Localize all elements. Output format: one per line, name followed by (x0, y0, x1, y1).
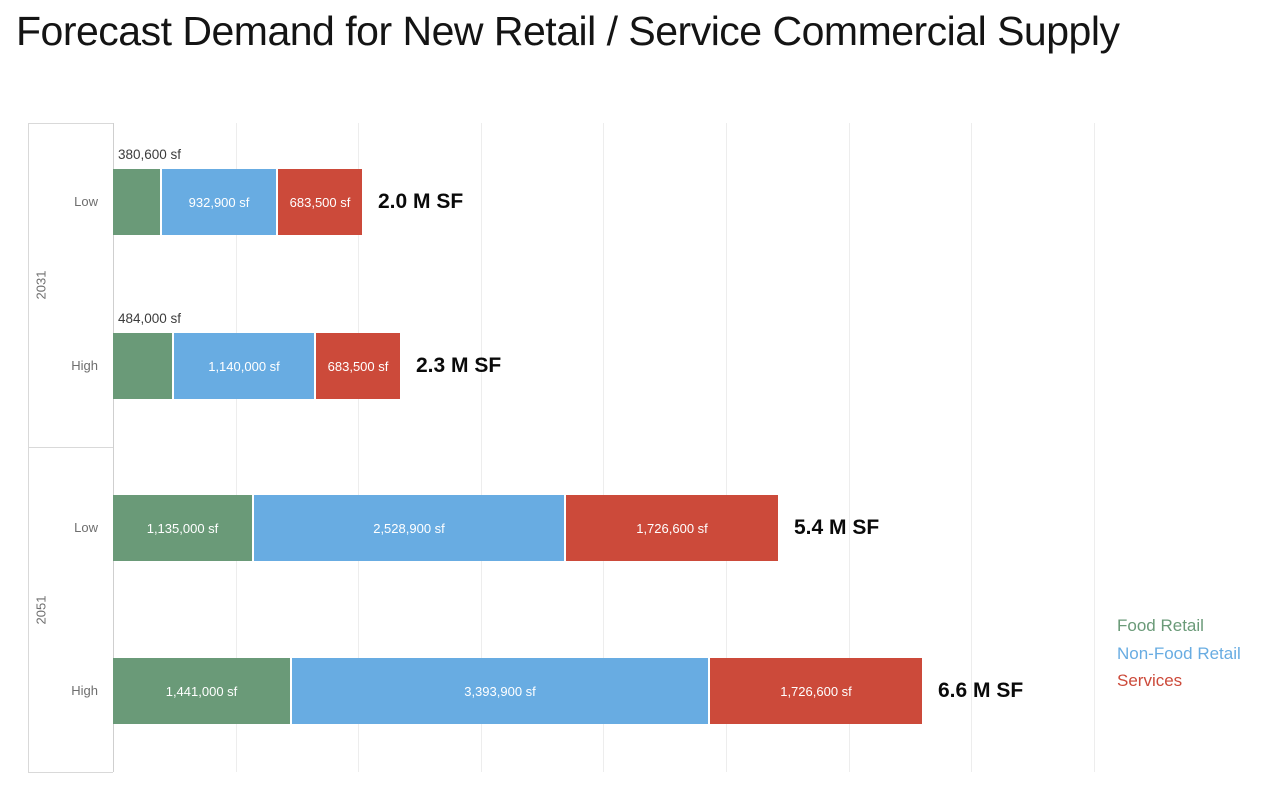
bar-segment-services: 1,726,600 sf (710, 658, 922, 724)
gridline (358, 123, 360, 772)
gridline (726, 123, 727, 772)
group-divider-line (28, 123, 113, 124)
stacked-bar: 1,135,000 sf 2,528,900 sf 1,726,600 sf (113, 495, 778, 561)
year-axis-label: 2051 (33, 595, 49, 624)
segment-value-label-above: 380,600 sf (118, 147, 182, 162)
scenario-axis-label: Low (74, 520, 98, 535)
segment-value-label: 2,528,900 sf (373, 520, 445, 536)
bar-total-label: 2.3 M SF (416, 354, 502, 377)
segment-value-label: 932,900 sf (188, 194, 250, 210)
bar-segment-non-food-retail: 1,140,000 sf (174, 333, 314, 399)
bar-segment-non-food-retail: 932,900 sf (162, 169, 276, 235)
year-axis-label: 2031 (33, 270, 49, 300)
segment-value-label: 1,135,000 sf (146, 520, 219, 536)
segment-value-label: 1,140,000 sf (208, 358, 280, 374)
segment-value-label: 1,726,600 sf (636, 520, 708, 536)
legend-entry-services: Services (1117, 671, 1183, 690)
legend-entry-food-retail: Food Retail (1117, 616, 1204, 635)
bar-segment-food-retail (113, 333, 172, 399)
segment-value-label: 3,393,900 sf (464, 683, 536, 699)
legend-entry-non-food-retail: Non-Food Retail (1117, 643, 1241, 663)
segment-value-label-above: 484,000 sf (118, 311, 182, 326)
group-divider-line (28, 772, 113, 773)
chart-legend: Food Retail Non-Food Retail Services (1117, 612, 1241, 695)
scenario-axis-label: Low (74, 194, 98, 209)
gridline (235, 123, 237, 772)
scenario-axis-label: High (71, 358, 98, 373)
bar-segment-services: 683,500 sf (278, 169, 362, 235)
gridline (848, 123, 850, 772)
gridline (603, 123, 605, 772)
scenario-axis-label: High (71, 683, 98, 698)
gridline (480, 123, 482, 772)
stacked-bar: 1,140,000 sf 683,500 sf (113, 333, 400, 399)
chart-title: Forecast Demand for New Retail / Service… (16, 8, 1120, 54)
y-axis-line (113, 123, 114, 772)
gridline (971, 123, 973, 772)
stacked-bar: 1,441,000 sf 3,393,900 sf 1,726,600 sf (113, 658, 922, 724)
bar-segment-non-food-retail: 3,393,900 sf (292, 658, 708, 724)
bar-total-label: 6.6 M SF (938, 679, 1024, 702)
bar-segment-food-retail: 1,441,000 sf (113, 658, 290, 724)
bar-segment-food-retail: 1,135,000 sf (113, 495, 252, 561)
stacked-bar: 932,900 sf 683,500 sf (113, 169, 362, 235)
gridline (1093, 123, 1095, 772)
bar-segment-services: 1,726,600 sf (566, 495, 778, 561)
bar-segment-non-food-retail: 2,528,900 sf (254, 495, 564, 561)
bar-total-label: 5.4 M SF (794, 516, 880, 539)
segment-value-label: 1,441,000 sf (165, 683, 238, 699)
segment-value-label: 1,726,600 sf (780, 683, 852, 699)
bar-segment-food-retail (113, 169, 160, 235)
group-divider-line (28, 447, 113, 448)
bar-total-label: 2.0 M SF (378, 190, 464, 213)
segment-value-label: 683,500 sf (289, 194, 351, 210)
segment-value-label: 683,500 sf (327, 358, 389, 374)
bar-segment-services: 683,500 sf (316, 333, 400, 399)
